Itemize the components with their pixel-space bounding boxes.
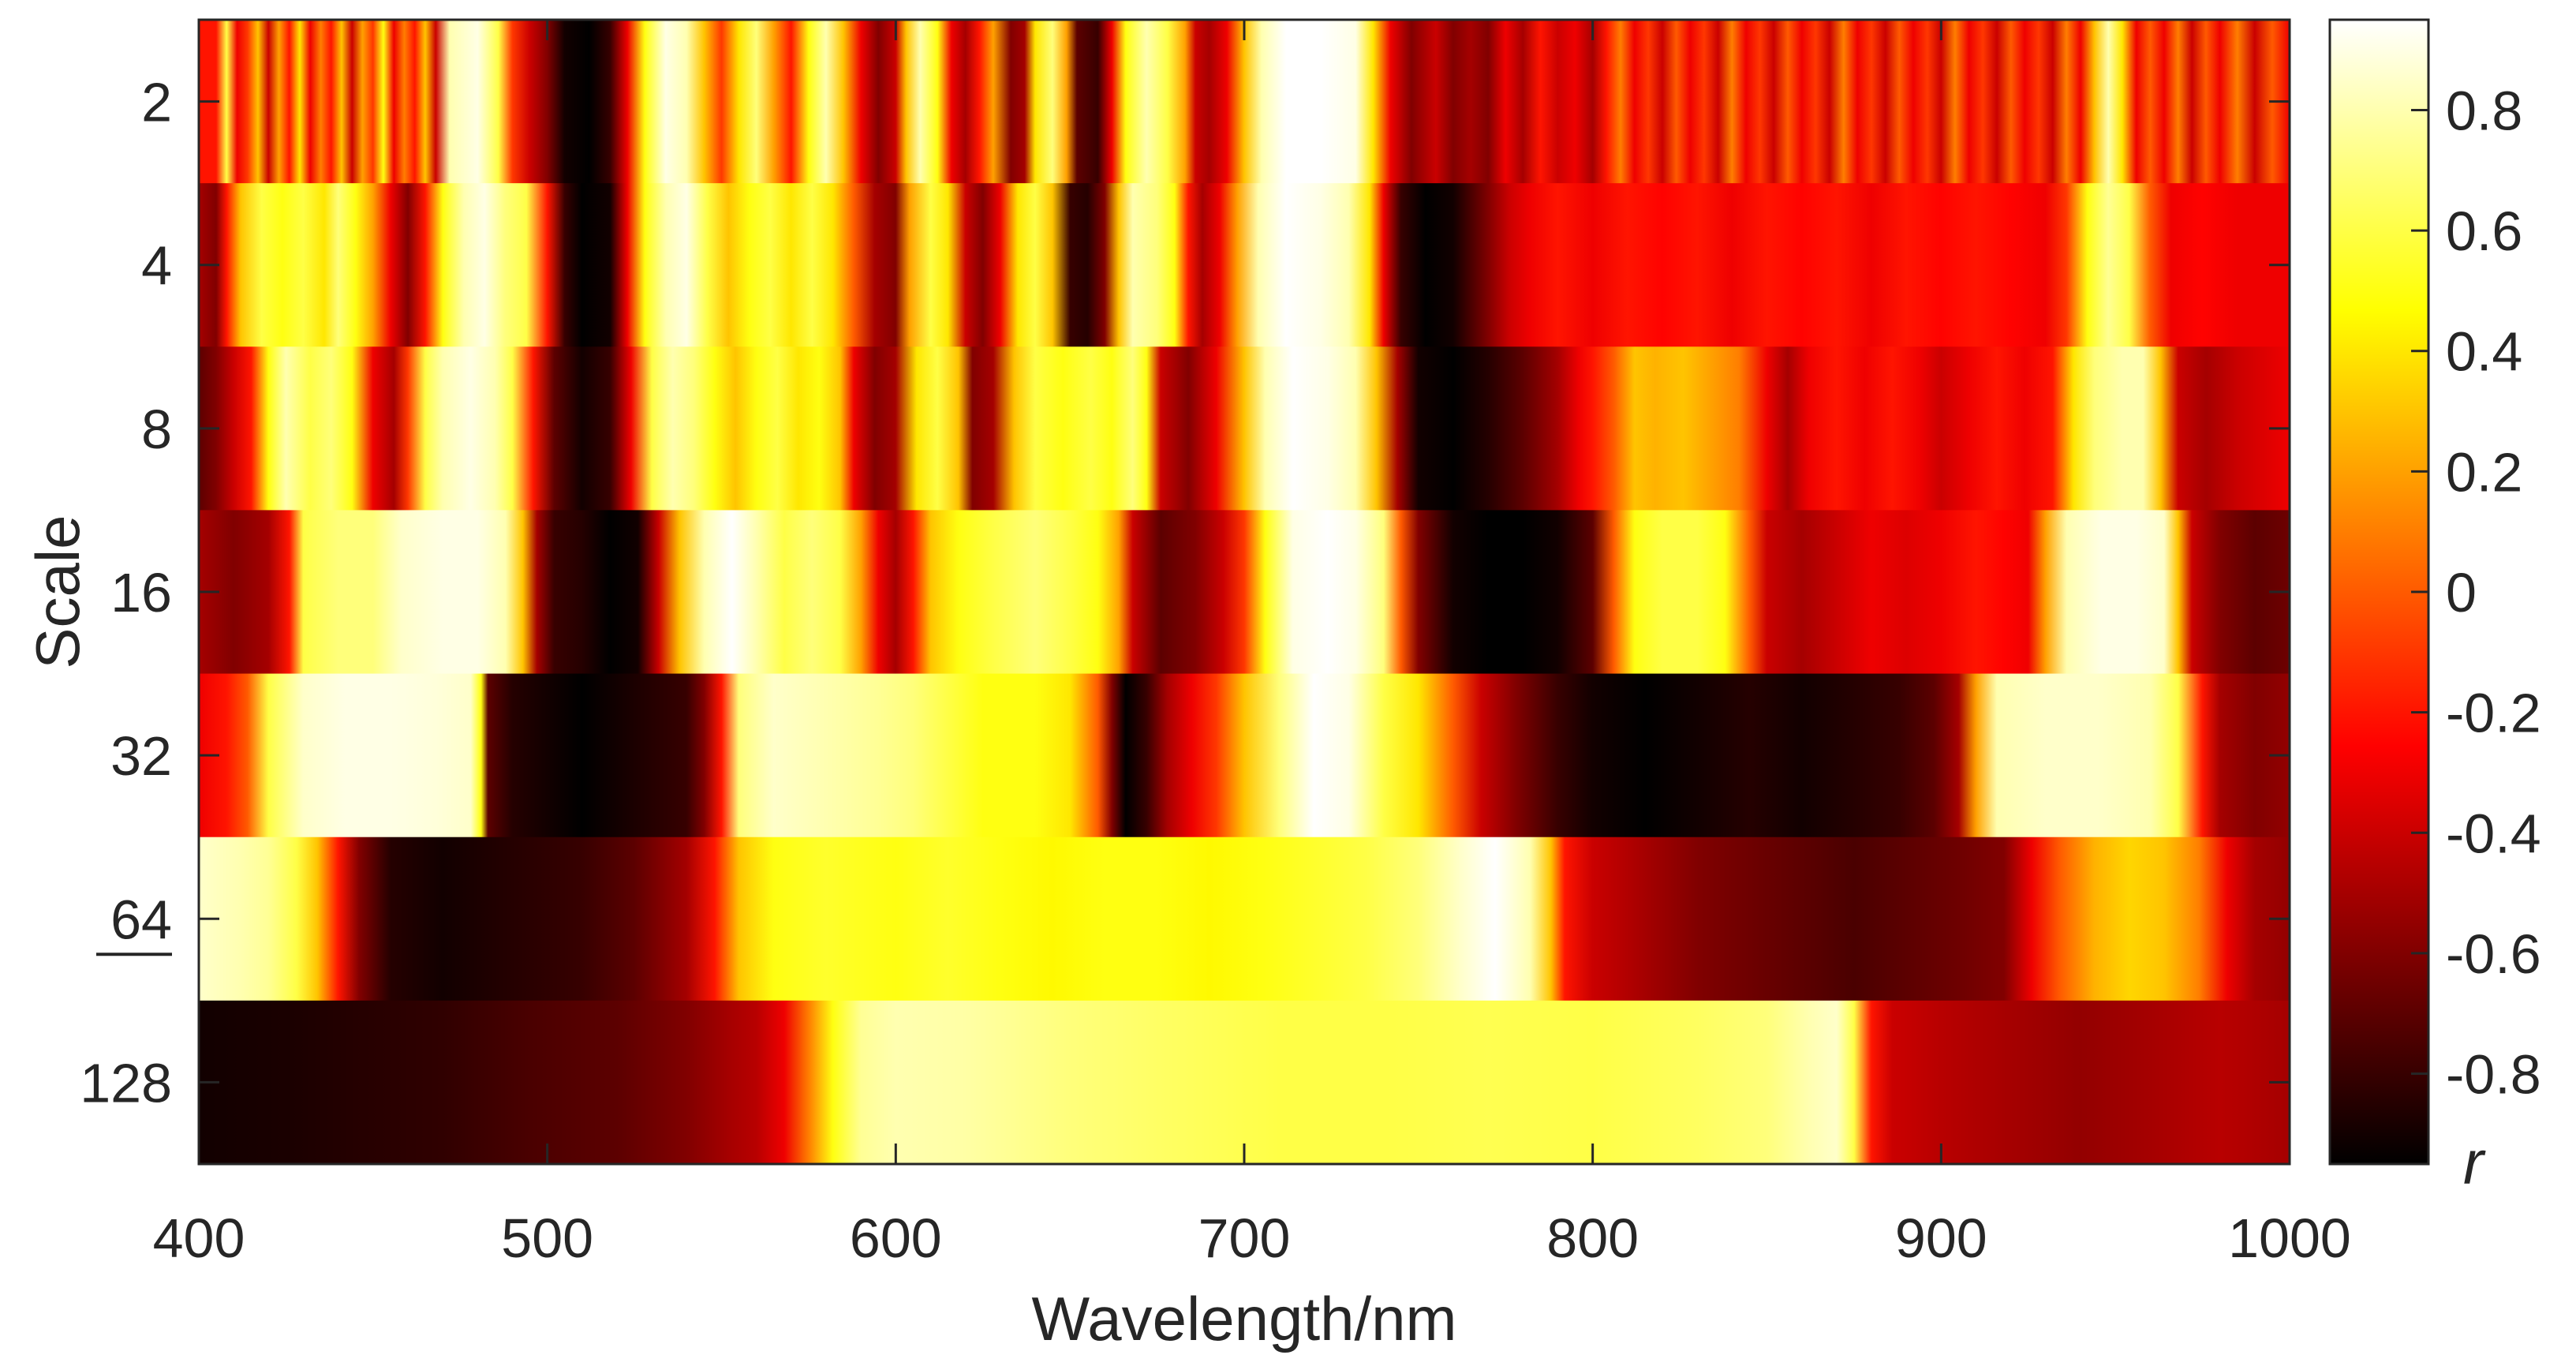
heatmap-row-scale-8: [199, 346, 2290, 511]
heatmap-row-scale-64: [199, 837, 2290, 1001]
colorbar-label: r: [2463, 1128, 2486, 1197]
colorbar-tick-label: 0.4: [2446, 321, 2522, 383]
heatmap-row-scale-4: [199, 183, 2290, 347]
heatmap-plot-area: [199, 20, 2290, 1165]
colorbar-tick-label: -0.6: [2446, 923, 2541, 985]
colorbar-tick-label: 0.2: [2446, 441, 2522, 503]
y-tick-label: 16: [110, 562, 172, 623]
y-tick-label: 32: [110, 725, 172, 787]
x-axis: 400 500 600 700 800 900 1000: [153, 20, 2351, 1269]
x-tick-label: 900: [1895, 1207, 1987, 1269]
colorbar-tick-label: -0.2: [2446, 683, 2541, 744]
colorbar-tick-label: 0.8: [2446, 80, 2522, 141]
heatmap-row-scale-128: [199, 1000, 2290, 1165]
y-tick-label: 4: [141, 235, 172, 297]
x-tick-label: 500: [501, 1207, 593, 1269]
x-tick-label: 1000: [2228, 1207, 2351, 1269]
heatmap-row-scale-32: [199, 673, 2290, 838]
y-tick-label: 2: [141, 72, 172, 133]
y-tick-label: 128: [80, 1052, 172, 1114]
colorbar-tick-label: 0: [2446, 562, 2477, 623]
y-axis: 2 4 8 16 32 64 128: [80, 72, 2290, 1114]
y-tick-label: 8: [141, 399, 172, 460]
colorbar-ticks: 0.8 0.6 0.4 0.2 0 -0.2 -0.4 -0.6 -0.8: [2411, 80, 2541, 1106]
heatmap-row-scale-16: [199, 510, 2290, 675]
colorbar-tick-label: 0.6: [2446, 200, 2522, 262]
colorbar: 0.8 0.6 0.4 0.2 0 -0.2 -0.4 -0.6 -0.8 r: [2328, 18, 2541, 1197]
x-tick-label: 400: [153, 1207, 245, 1269]
y-tick-label: 64: [110, 889, 172, 950]
heatmap-row-scale-2: [199, 20, 2290, 184]
x-axis-label: Wavelength/nm: [1031, 1284, 1456, 1353]
x-tick-label: 800: [1546, 1207, 1639, 1269]
x-tick-label: 600: [850, 1207, 942, 1269]
colorbar-tick-label: -0.4: [2446, 803, 2541, 864]
x-tick-label: 700: [1198, 1207, 1291, 1269]
colorbar-tick-label: -0.8: [2446, 1044, 2541, 1106]
y-axis-label: Scale: [23, 515, 92, 668]
